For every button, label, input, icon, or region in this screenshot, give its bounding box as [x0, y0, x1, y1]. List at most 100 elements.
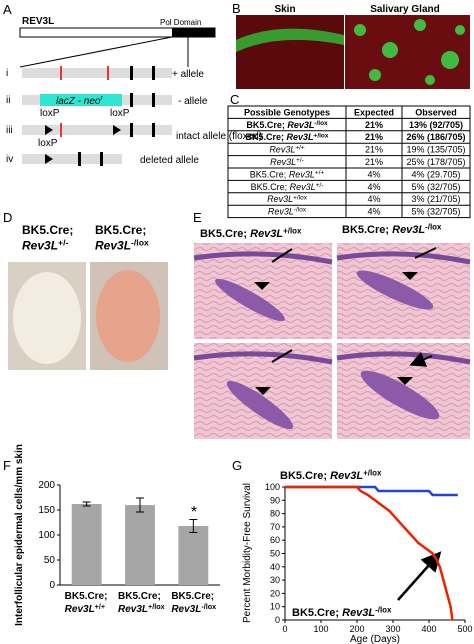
- table-cell: Rev3L+/+: [269, 145, 305, 155]
- table-cell: Rev3L+/lox: [267, 194, 308, 204]
- y-axis-label: Interfollicular epidermal cells/mm skin: [14, 444, 25, 626]
- y-tick-label: 60: [270, 535, 280, 545]
- y-tick-label: 20: [270, 588, 280, 598]
- histology-label: BK5.Cre; Rev3L-/lox: [342, 222, 442, 236]
- loxp-label: loxP: [38, 138, 58, 149]
- table-header: Observed: [415, 107, 457, 117]
- genotype-table: Possible Genotypes Expected Observed BK5.Cr…: [227, 105, 471, 219]
- x-tick-label: 0: [282, 624, 287, 634]
- legend-label: BK5.Cre; Rev3L-/lox: [292, 605, 392, 619]
- mouse-label: BK5.Cre; Rev3L+/-: [22, 223, 77, 253]
- table-cell: 25% (178/705): [406, 157, 465, 167]
- y-tick-label: 150: [38, 505, 55, 516]
- panel-letter: D: [3, 210, 12, 225]
- x-tick-label: 300: [385, 624, 400, 634]
- allele-ii: ii lacZ - neor - allele: [6, 93, 208, 107]
- table-cell: 21%: [365, 157, 383, 167]
- x-tick-label: BK5.Cre; Rev3L-/lox: [171, 591, 217, 615]
- histology-label: BK5.Cre; Rev3L+/lox: [200, 226, 302, 240]
- zoom-line: [19, 36, 173, 68]
- y-tick-label: 70: [270, 522, 280, 532]
- row-num: i: [6, 68, 8, 79]
- image-label: Salivary Gland: [370, 4, 439, 15]
- loxp-label: loxP: [110, 108, 130, 119]
- error-bar: [189, 519, 198, 533]
- y-tick-label: 90: [270, 495, 280, 505]
- pol-domain: [172, 28, 215, 37]
- table-cell: 19% (135/705): [406, 145, 465, 155]
- table-cell: 5% (32/705): [411, 182, 460, 192]
- allele-label: + allele: [172, 69, 204, 80]
- table-cell: 13% (92/705): [409, 120, 463, 130]
- bar: [71, 504, 102, 585]
- cassette-sup: r: [100, 95, 103, 102]
- error-bar: [82, 501, 91, 507]
- skin-image: [236, 15, 344, 89]
- x-tick-label: 100: [313, 624, 328, 634]
- x-tick-label: BK5.Cre; Rev3L+/+: [65, 591, 111, 615]
- y-tick-label: 100: [38, 530, 55, 541]
- allele-iii: iii loxP loxP intact allele (floxed): [6, 108, 262, 142]
- bar: [125, 505, 155, 585]
- histology-images: [193, 243, 471, 439]
- panel-letter: C: [230, 92, 239, 107]
- panel-letter: G: [232, 458, 242, 473]
- allele-iv: iv loxP deleted allele: [6, 138, 199, 166]
- axis: [284, 487, 465, 621]
- table-cell: 3% (21/705): [411, 194, 460, 204]
- table-cell: 21%: [365, 132, 383, 142]
- row-num: iii: [6, 125, 13, 136]
- bar: [178, 526, 209, 585]
- table-cell: 4%: [367, 207, 380, 217]
- cassette-label: lacZ - neo: [56, 96, 101, 107]
- survival-line: [285, 485, 454, 621]
- y-tick-label: 10: [270, 602, 280, 612]
- domain-label: Pol Domain: [160, 18, 201, 27]
- row-num: ii: [6, 95, 10, 106]
- y-tick-label: 30: [270, 575, 280, 585]
- table-cell: Rev3L-/lox: [268, 207, 307, 217]
- x-tick-label: 400: [421, 624, 436, 634]
- table-cell: BK5.Cre; Rev3L+/+: [250, 169, 325, 179]
- y-tick-label: 50: [270, 549, 280, 559]
- table-cell: 4% (29.705): [411, 169, 460, 179]
- x-tick-label: BK5.Cre; Rev3L+/lox: [118, 591, 165, 615]
- allele-label: - allele: [178, 96, 208, 107]
- panel-letter: A: [3, 2, 12, 17]
- allele-bar: [22, 68, 172, 78]
- panel-letter: F: [3, 458, 11, 473]
- svg-text:lacZ - neor: lacZ - neor: [56, 95, 103, 107]
- table-cell: 21%: [365, 145, 383, 155]
- table-cell: 26% (186/705): [406, 132, 465, 142]
- panel-letter: B: [232, 1, 241, 16]
- x-tick-label: 500: [457, 624, 472, 634]
- arrow: [397, 551, 442, 601]
- survival-line: [285, 485, 458, 497]
- table-cell: 21%: [365, 120, 383, 130]
- row-num: iv: [6, 154, 13, 165]
- y-tick-label: 40: [270, 562, 280, 572]
- table-cell: BK5.Cre; Rev3L+/-: [251, 182, 324, 192]
- table-header: Expected: [354, 107, 394, 117]
- table-cell: 5% (32/705): [411, 207, 460, 217]
- table-cell: Rev3L+/-: [270, 157, 304, 167]
- table-header: Possible Genotypes: [244, 107, 330, 117]
- allele-label: deleted allele: [140, 155, 199, 166]
- loxp-label: loxP: [40, 108, 60, 119]
- y-axis-label: Percent Morbidity-Free Survival: [242, 483, 253, 623]
- y-tick-label: 0: [49, 580, 55, 591]
- y-tick-label: 200: [38, 480, 55, 491]
- x-axis-label: Age (Days): [350, 634, 400, 644]
- table-cell: 4%: [367, 169, 380, 179]
- gene-name: REV3L: [22, 16, 54, 27]
- legend-label: BK5.Cre; Rev3L+/lox: [280, 468, 382, 482]
- y-tick-label: 0: [275, 615, 280, 625]
- y-tick-label: 80: [270, 509, 280, 519]
- panel-letter: E: [193, 210, 202, 225]
- table-cell: BK5.Cre; Rev3L+/lox: [246, 132, 329, 142]
- table-border: [227, 105, 471, 219]
- x-tick-label: 200: [349, 624, 364, 634]
- annotation: *: [191, 504, 197, 521]
- error-bar: [136, 497, 144, 513]
